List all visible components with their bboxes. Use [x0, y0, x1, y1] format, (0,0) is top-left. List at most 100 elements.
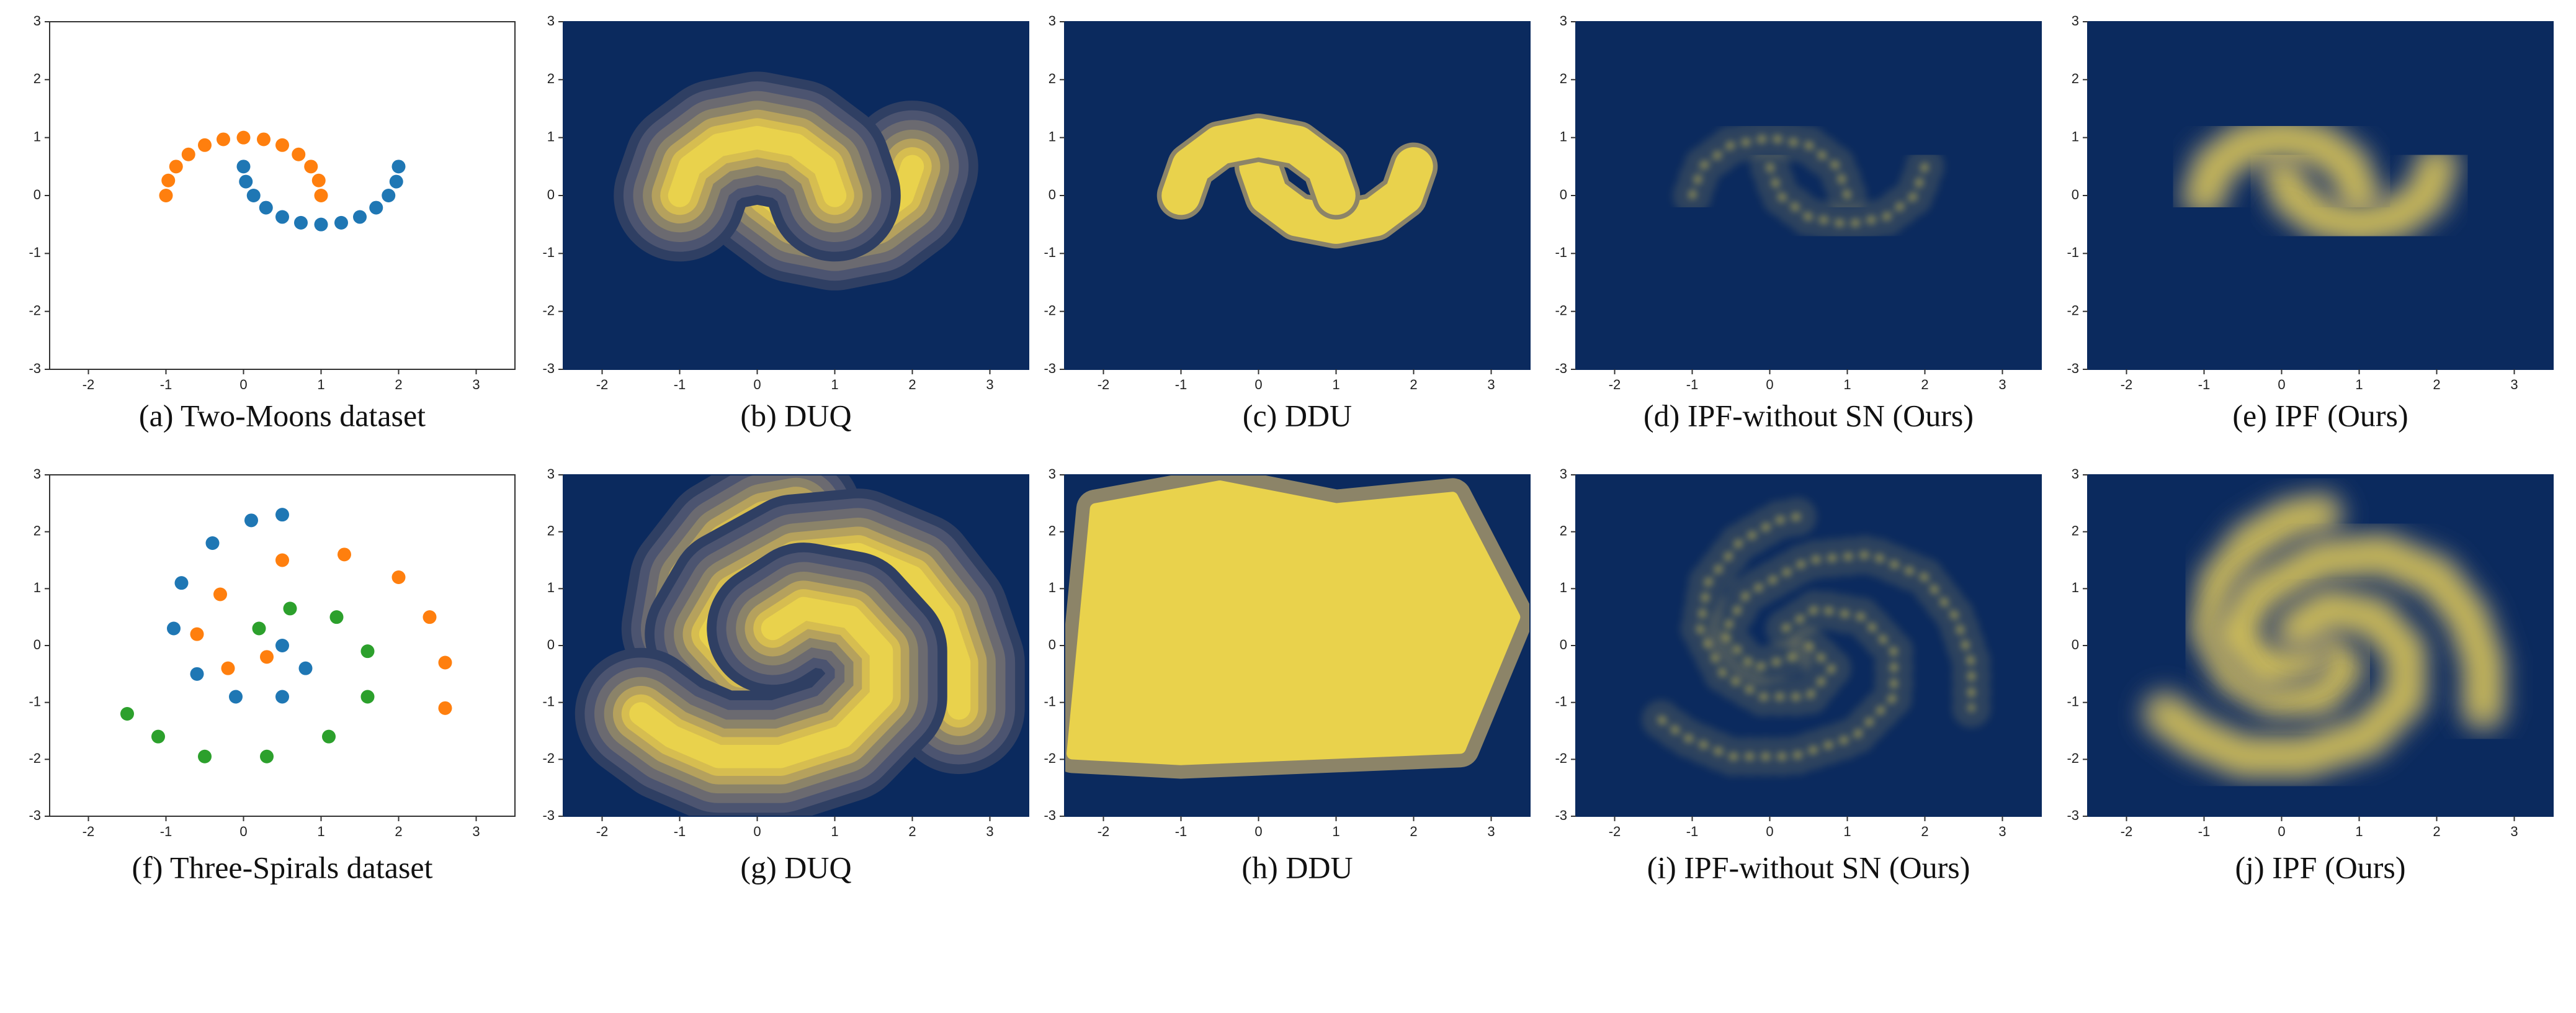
point [151, 729, 165, 744]
panel: -2 -1 0 1 2 3 -3 -2 -1 0 1 2 3 (e) IPF (Ours) [2067, 13, 2554, 433]
y-tick-label: 0 [547, 187, 555, 202]
point [314, 217, 328, 232]
point [275, 210, 289, 224]
y-tick-label: 1 [1560, 128, 1567, 144]
density-band [1634, 589, 1913, 776]
point [314, 189, 328, 202]
y-tick-label: -3 [2067, 808, 2079, 823]
y-tick-label: 0 [2072, 637, 2079, 652]
y-tick-label: 0 [1560, 187, 1567, 202]
y-tick-label: 1 [2072, 580, 2079, 595]
point [257, 132, 271, 146]
x-tick-label: -2 [83, 824, 95, 839]
y-tick-label: -1 [1044, 245, 1056, 260]
point [275, 508, 289, 522]
x-tick-label: 1 [831, 824, 838, 839]
x-tick-label: 0 [753, 377, 761, 392]
y-tick-label: -3 [1044, 361, 1056, 376]
density-band [1239, 147, 1433, 244]
y-tick-label: 3 [34, 466, 41, 482]
caption: (g) DUQ [740, 850, 851, 885]
x-tick-label: -1 [2198, 824, 2211, 839]
x-tick-label: -2 [1609, 377, 1621, 392]
y-tick-label: -3 [29, 361, 41, 376]
plot-area [1065, 22, 1530, 369]
x-tick-label: 0 [2278, 824, 2285, 839]
x-tick-label: 3 [2510, 824, 2518, 839]
x-tick-label: 0 [2278, 377, 2285, 392]
y-tick-label: 0 [1049, 187, 1056, 202]
y-tick-label: -2 [542, 302, 555, 318]
point [190, 627, 204, 641]
y-tick-label: 3 [34, 13, 41, 29]
x-tick-label: 0 [1254, 377, 1262, 392]
plot-area [563, 22, 1029, 369]
y-tick-label: 2 [1560, 523, 1567, 538]
point [229, 690, 243, 704]
y-tick-label: 2 [2072, 71, 2079, 86]
y-tick-label: 3 [1560, 13, 1567, 29]
x-tick-label: -1 [1686, 824, 1699, 839]
point [438, 701, 452, 715]
x-tick-label: 1 [1843, 824, 1851, 839]
y-tick-label: 0 [1049, 637, 1056, 652]
point [275, 138, 289, 152]
plot-area [50, 22, 515, 369]
x-tick-label: 2 [2433, 377, 2440, 392]
point [311, 173, 326, 187]
x-tick-label: 0 [1766, 377, 1773, 392]
caption: (b) DUQ [740, 398, 851, 433]
point [329, 610, 344, 624]
x-tick-label: -1 [160, 377, 172, 392]
y-tick-label: -2 [2067, 750, 2079, 766]
point [369, 200, 383, 215]
density-band [629, 597, 893, 768]
caption: (d) IPF-without SN (Ours) [1644, 398, 1974, 433]
y-tick-label: -3 [2067, 361, 2079, 376]
y-tick-label: 2 [34, 523, 41, 538]
point [389, 174, 403, 189]
y-tick-label: 2 [547, 523, 555, 538]
y-tick-label: -1 [29, 693, 41, 709]
x-tick-label: 1 [831, 377, 838, 392]
point [275, 639, 289, 652]
panel: -2 -1 0 1 2 3 -3 -2 -1 0 1 2 3 (d) IPF-without SN (Ou… [1555, 13, 2042, 433]
y-tick-label: -2 [1555, 302, 1567, 318]
density-band [1161, 118, 1356, 215]
x-tick-label: 1 [317, 377, 324, 392]
x-tick-label: 2 [1410, 377, 1417, 392]
point [221, 661, 235, 675]
y-tick-label: -3 [1044, 808, 1056, 823]
caption: (a) Two-Moons dataset [139, 398, 426, 433]
y-tick-label: 3 [2072, 466, 2079, 482]
density-band [668, 125, 847, 207]
x-tick-label: 3 [1487, 377, 1495, 392]
point [244, 513, 258, 528]
x-tick-label: -2 [1609, 824, 1621, 839]
point [275, 690, 289, 704]
caption: (i) IPF-without SN (Ours) [1647, 850, 1970, 885]
y-tick-label: -1 [2067, 693, 2079, 709]
x-tick-label: 0 [753, 824, 761, 839]
point [252, 621, 266, 636]
y-tick-label: 1 [1049, 580, 1056, 595]
x-tick-label: 0 [1766, 824, 1773, 839]
x-tick-label: 3 [472, 377, 480, 392]
y-tick-label: 0 [547, 637, 555, 652]
point [169, 160, 183, 174]
point [382, 189, 396, 202]
y-tick-label: 3 [547, 13, 555, 29]
point [198, 138, 212, 152]
point [353, 210, 367, 224]
y-tick-label: 2 [1049, 71, 1056, 86]
x-tick-label: 3 [1998, 824, 2006, 839]
y-tick-label: -2 [1555, 750, 1567, 766]
y-tick-label: -3 [542, 808, 555, 823]
point [159, 189, 173, 202]
x-tick-label: 3 [986, 824, 993, 839]
plot-area [1065, 475, 1530, 816]
y-tick-label: -2 [29, 750, 41, 766]
y-tick-label: -1 [1044, 693, 1056, 709]
point [236, 130, 251, 145]
